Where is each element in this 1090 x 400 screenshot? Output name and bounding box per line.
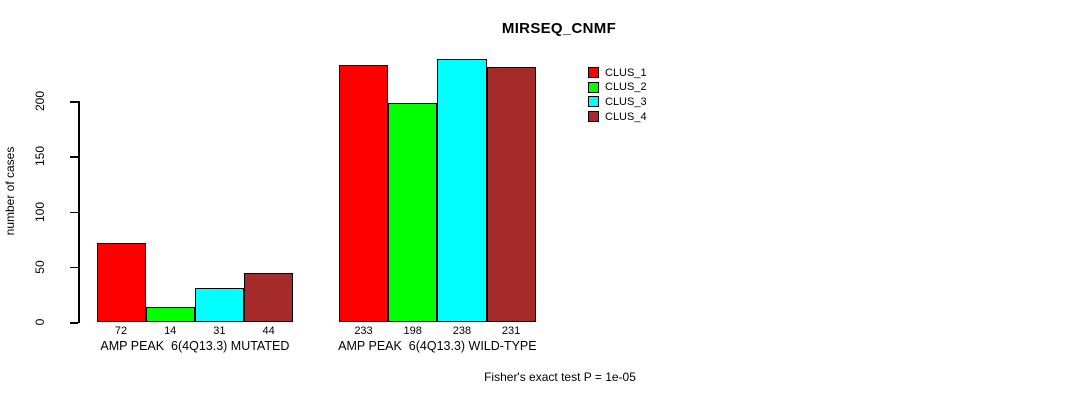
bar-value-label: 198 (403, 324, 422, 337)
legend-swatch-clus_2 (588, 81, 599, 93)
bar-clus_1-group2 (339, 64, 389, 322)
chart-title: MIRSEQ_CNMF (501, 20, 617, 37)
legend-label: CLUS_2 (605, 81, 647, 94)
bar-value-label: 14 (164, 324, 177, 337)
y-axis-tick-label: 200 (33, 91, 47, 112)
y-axis-tick (70, 322, 78, 324)
legend-label: CLUS_1 (605, 66, 647, 79)
bar-clus_1-group1 (96, 242, 146, 322)
x-axis-group-label: AMP PEAK 6(4Q13.3) MUTATED (100, 339, 290, 353)
bar-clus_4-group2 (486, 66, 536, 322)
bar-clus_4-group1 (244, 273, 294, 322)
bar-clus_3-group2 (437, 59, 487, 322)
y-axis-tick-label: 100 (33, 201, 47, 222)
bar-clus_2-group1 (145, 306, 195, 322)
legend-item-clus_1: CLUS_1 (588, 66, 647, 79)
bar-clus_2-group2 (388, 103, 438, 322)
y-axis-line (78, 101, 80, 323)
bar-value-label: 72 (114, 324, 128, 337)
y-axis-tick (70, 211, 78, 214)
y-axis-tick-label: 150 (33, 146, 47, 167)
legend-swatch-clus_3 (588, 96, 599, 108)
bar-value-label: 238 (452, 324, 472, 337)
legend-item-clus_2: CLUS_2 (588, 81, 647, 94)
y-axis-tick-label: 0 (33, 318, 47, 326)
annotation-fisher-test: Fisher's exact test P = 1e-05 (484, 370, 636, 384)
x-axis-group-label: AMP PEAK 6(4Q13.3) WILD-TYPE (338, 339, 537, 353)
legend-swatch-clus_1 (588, 67, 599, 78)
bar-value-label: 233 (354, 324, 373, 337)
bar-value-label: 31 (213, 324, 226, 337)
legend-item-clus_4: CLUS_4 (588, 110, 647, 123)
y-axis-tick (70, 266, 78, 269)
y-axis-tick (70, 156, 78, 158)
legend-label: CLUS_4 (605, 110, 647, 123)
bar-value-label: 231 (501, 324, 521, 337)
bar-value-label: 44 (262, 324, 275, 337)
y-axis-title: number of cases (3, 146, 17, 236)
legend-label: CLUS_3 (605, 95, 647, 108)
legend-item-clus_3: CLUS_3 (588, 95, 647, 108)
bar-clus_3-group1 (194, 287, 245, 322)
y-axis-tick (70, 101, 78, 103)
y-axis-tick-label: 50 (33, 260, 47, 274)
legend-swatch-clus_4 (588, 111, 599, 123)
